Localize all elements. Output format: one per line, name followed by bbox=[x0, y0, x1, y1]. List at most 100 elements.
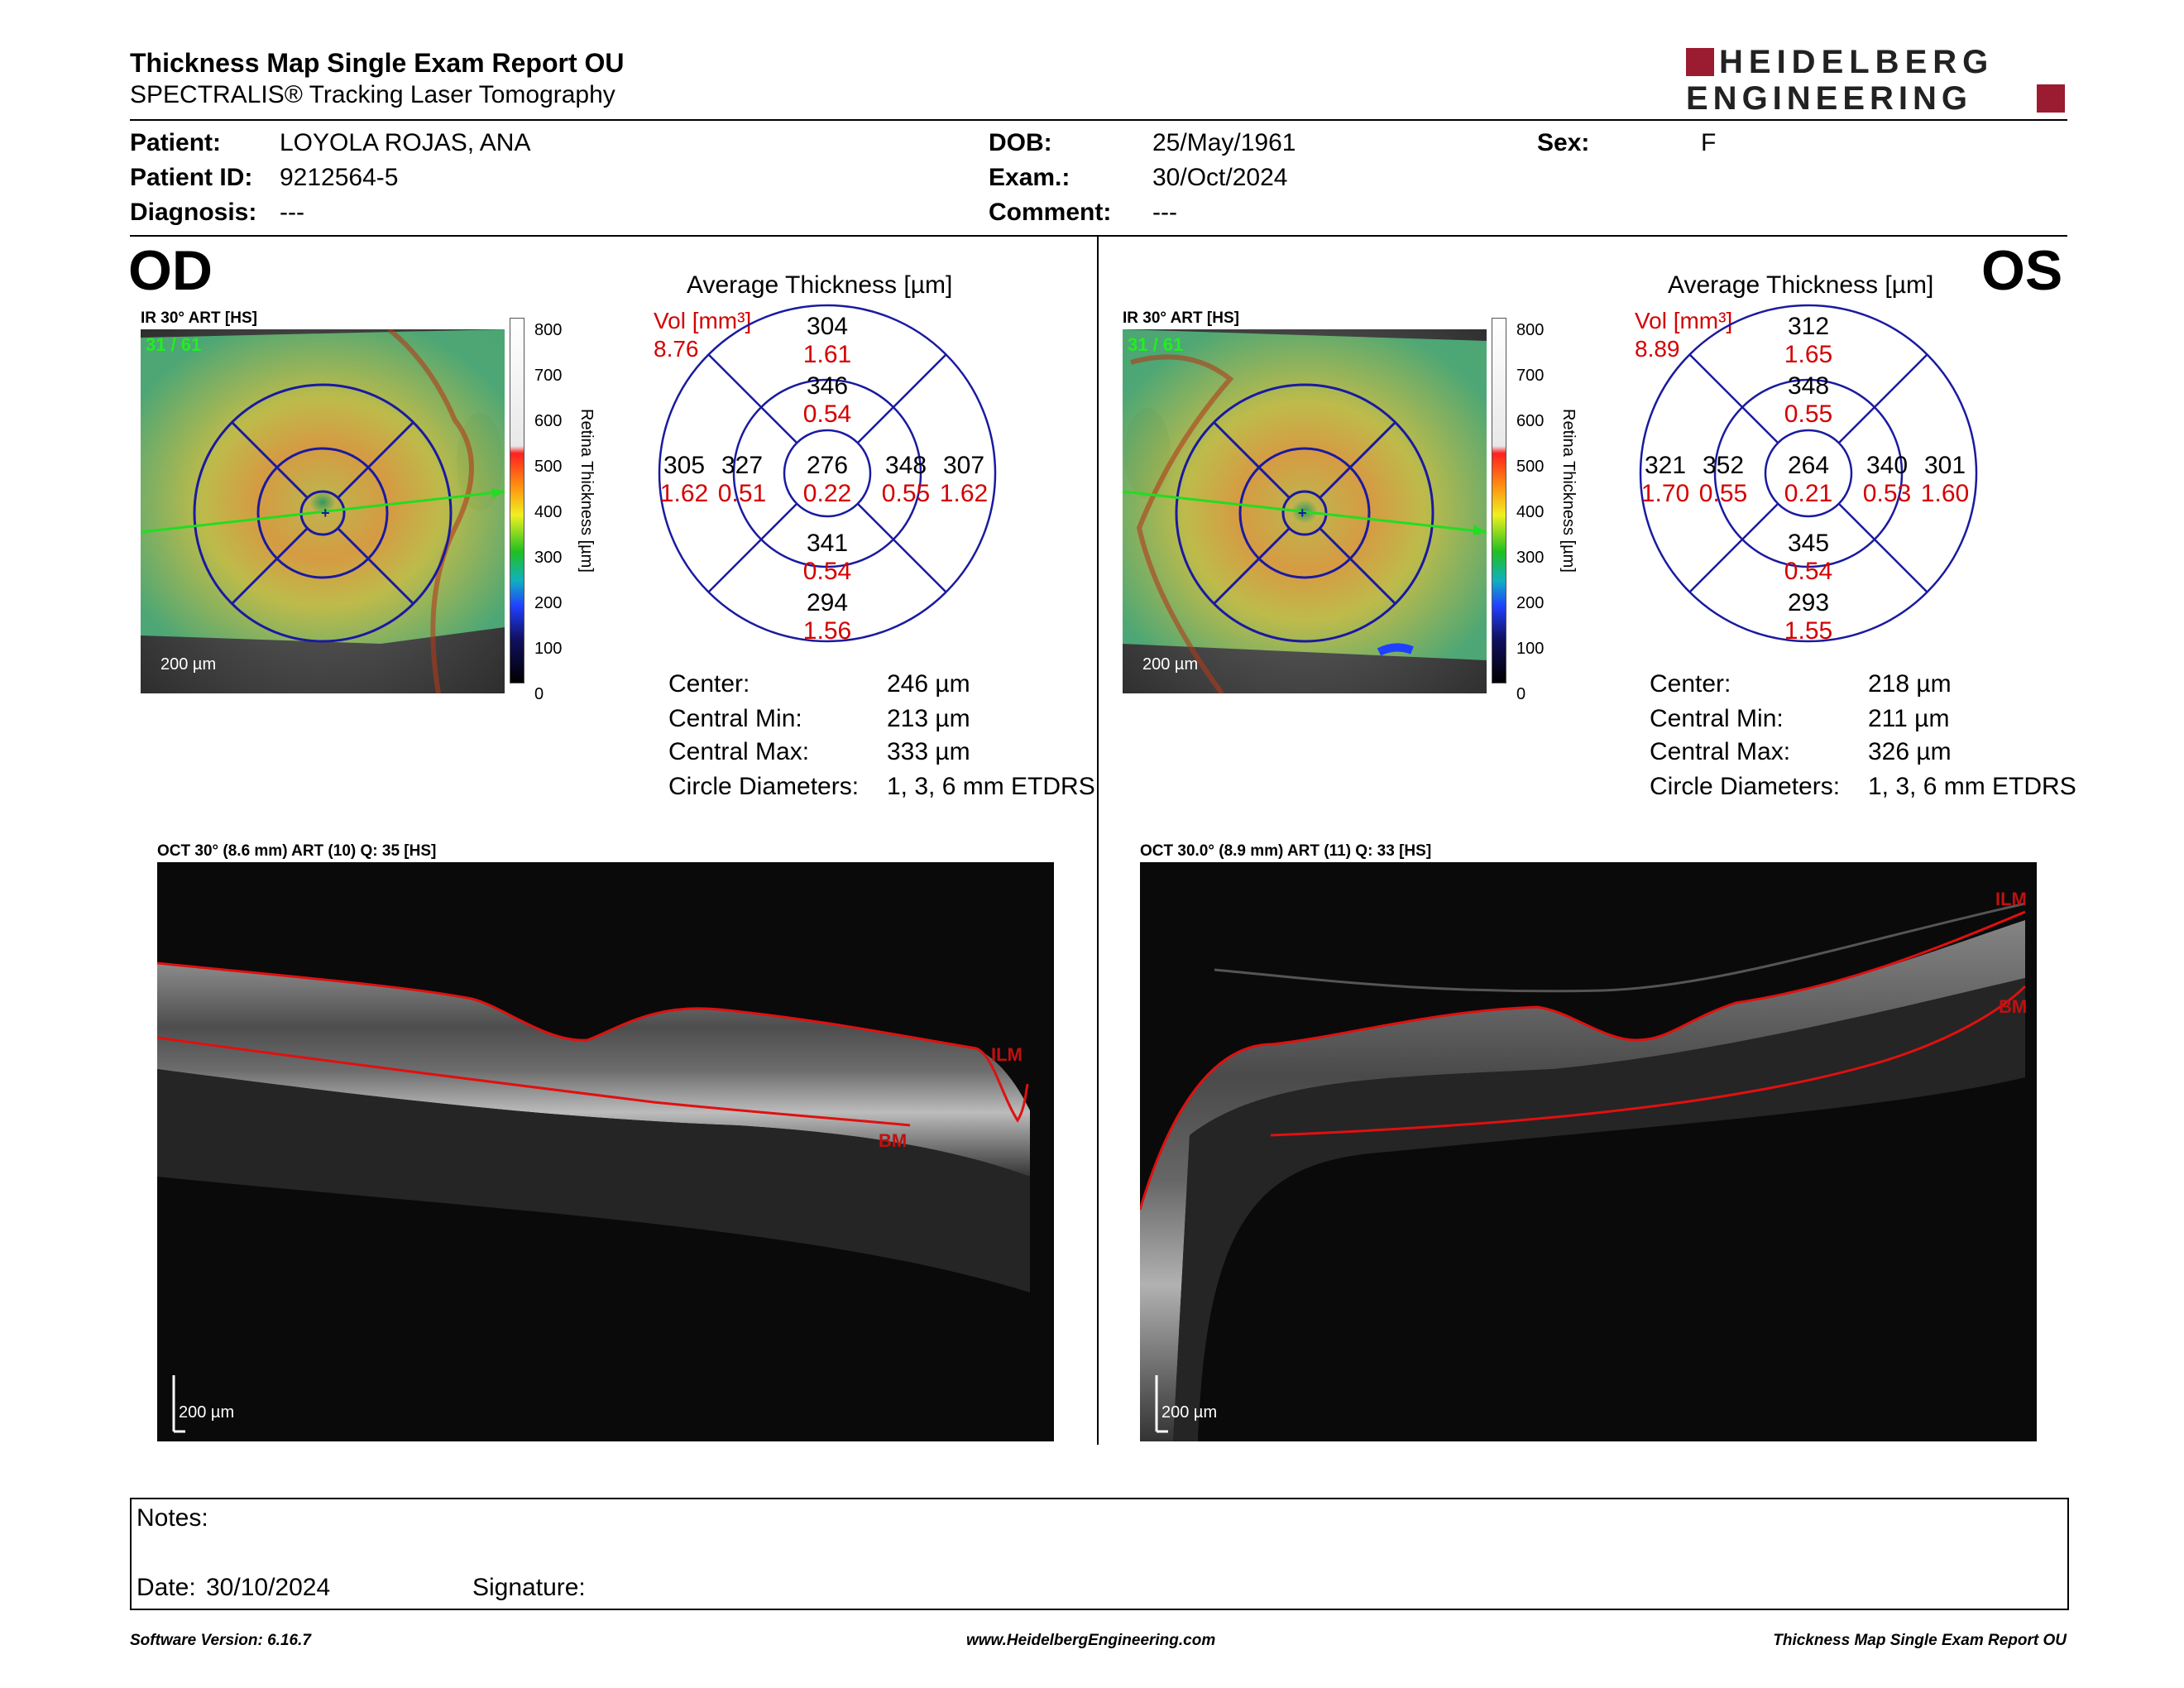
date-label: Date: bbox=[136, 1574, 196, 1601]
os-cb-tick-500: 500 bbox=[1516, 458, 1545, 476]
od-center-value: 246 µm bbox=[887, 670, 970, 698]
os-max-label: Central Max: bbox=[1650, 738, 1791, 765]
svg-text:+: + bbox=[1298, 505, 1307, 521]
brand-logo: HEIDELBERG ENGINEERING bbox=[1686, 45, 2067, 116]
os-ir-label: IR 30° ART [HS] bbox=[1123, 309, 1239, 327]
od-outer-right-thick: 307 bbox=[942, 452, 985, 479]
os-inner-left-vol: 0.55 bbox=[1698, 480, 1748, 507]
os-inner-left-thick: 352 bbox=[1702, 452, 1745, 479]
od-colorbar-label: Retina Thickness [µm] bbox=[577, 409, 596, 573]
sex-label: Sex: bbox=[1537, 129, 1590, 156]
os-outer-right-vol: 1.60 bbox=[1920, 480, 1970, 507]
dob-value: 25/May/1961 bbox=[1152, 129, 1296, 156]
os-outer-left-vol: 1.70 bbox=[1640, 480, 1690, 507]
od-etdrs-grid: 304 1.61 346 0.54 276 0.22 305 1.62 327 … bbox=[654, 298, 1001, 662]
os-inner-right-vol: 0.53 bbox=[1862, 480, 1912, 507]
svg-text:+: + bbox=[321, 505, 330, 521]
exam-label: Exam.: bbox=[989, 164, 1070, 191]
comment-label: Comment: bbox=[989, 199, 1112, 226]
od-max-label: Central Max: bbox=[668, 738, 810, 765]
os-ilm-label: ILM bbox=[1995, 889, 2027, 909]
od-inner-sup-thick: 346 bbox=[806, 372, 849, 400]
os-cb-tick-700: 700 bbox=[1516, 367, 1545, 385]
os-outer-inf-vol: 1.55 bbox=[1784, 617, 1833, 645]
od-inner-sup-vol: 0.54 bbox=[802, 400, 852, 428]
os-oct-bscan: ILM BM 200 µm bbox=[1138, 862, 2037, 1441]
od-vol-value: 8.76 bbox=[654, 336, 699, 362]
od-ir-image: + 31 / 61 200 µm bbox=[140, 327, 505, 694]
os-ir-scale: 200 µm bbox=[1142, 655, 1199, 674]
od-inner-right-thick: 348 bbox=[884, 452, 927, 479]
notes-label: Notes: bbox=[136, 1504, 208, 1532]
od-ir-scale: 200 µm bbox=[160, 655, 217, 674]
notes-box[interactable]: Notes: Date: 30/10/2024 Signature: bbox=[130, 1498, 2069, 1610]
os-outer-right-thick: 301 bbox=[1923, 452, 1966, 479]
sex-value: F bbox=[1701, 129, 1717, 156]
os-cb-tick-300: 300 bbox=[1516, 549, 1545, 567]
os-cb-tick-600: 600 bbox=[1516, 412, 1545, 430]
os-outer-sup-thick: 312 bbox=[1787, 313, 1830, 340]
os-bm-label: BM bbox=[1999, 996, 2028, 1017]
od-oct-label: OCT 30° (8.6 mm) ART (10) Q: 35 [HS] bbox=[157, 842, 437, 860]
os-center-label: Center: bbox=[1650, 670, 1731, 698]
os-min-value: 211 µm bbox=[1868, 705, 1950, 732]
od-outer-inf-vol: 1.56 bbox=[802, 617, 852, 645]
logo-line1: HEIDELBERG bbox=[1719, 44, 1995, 80]
od-eye-label: OD bbox=[128, 239, 213, 302]
os-cb-tick-200: 200 bbox=[1516, 594, 1545, 612]
os-colorbar-label: Retina Thickness [µm] bbox=[1559, 409, 1578, 573]
od-outer-left-thick: 305 bbox=[663, 452, 706, 479]
os-etdrs-grid: 312 1.65 348 0.55 264 0.21 321 1.70 352 … bbox=[1635, 298, 1982, 662]
od-cb-tick-500: 500 bbox=[534, 458, 563, 476]
os-frame-counter: 31 / 61 bbox=[1128, 334, 1184, 355]
os-center-value: 218 µm bbox=[1868, 670, 1952, 698]
report-subtitle: SPECTRALIS® Tracking Laser Tomography bbox=[130, 81, 615, 108]
diagnosis-value: --- bbox=[280, 199, 304, 226]
os-colorbar: 800 700 600 500 400 300 200 100 0 Retina… bbox=[1488, 318, 1579, 703]
od-inner-inf-vol: 0.54 bbox=[802, 558, 852, 585]
od-outer-left-vol: 1.62 bbox=[659, 480, 709, 507]
od-bm-label: BM bbox=[879, 1130, 908, 1151]
od-oct-scale: 200 µm bbox=[179, 1403, 235, 1422]
od-cb-tick-0: 0 bbox=[534, 685, 544, 703]
os-center-vol: 0.21 bbox=[1784, 480, 1833, 507]
od-avg-title: Average Thickness [µm] bbox=[687, 271, 953, 299]
os-cb-tick-800: 800 bbox=[1516, 321, 1545, 339]
od-vol-label: Vol [mm³] bbox=[654, 308, 752, 333]
os-min-label: Central Min: bbox=[1650, 705, 1784, 732]
od-center-label: Center: bbox=[668, 670, 750, 698]
header-divider bbox=[130, 119, 2067, 121]
logo-square-bottom bbox=[2037, 84, 2065, 113]
od-cb-tick-200: 200 bbox=[534, 594, 563, 612]
os-cb-tick-100: 100 bbox=[1516, 640, 1545, 658]
od-center-thick: 276 bbox=[806, 452, 849, 479]
patient-divider bbox=[130, 235, 2067, 237]
os-cb-tick-400: 400 bbox=[1516, 503, 1545, 521]
od-frame-counter: 31 / 61 bbox=[146, 334, 202, 355]
od-cb-tick-800: 800 bbox=[534, 321, 563, 339]
os-max-value: 326 µm bbox=[1868, 738, 1952, 765]
od-diam-label: Circle Diameters: bbox=[668, 773, 860, 800]
website-link[interactable]: www.HeidelbergEngineering.com bbox=[966, 1632, 1216, 1649]
os-inner-right-thick: 340 bbox=[1866, 452, 1909, 479]
od-diam-value: 1, 3, 6 mm ETDRS bbox=[887, 773, 1095, 800]
os-ir-image: + 31 / 61 200 µm bbox=[1122, 329, 1487, 695]
os-inner-sup-thick: 348 bbox=[1787, 372, 1830, 400]
signature-label: Signature: bbox=[472, 1574, 586, 1601]
od-min-value: 213 µm bbox=[887, 705, 970, 732]
od-outer-sup-thick: 304 bbox=[806, 313, 849, 340]
os-outer-sup-vol: 1.65 bbox=[1784, 341, 1833, 368]
os-vol-label: Vol [mm³] bbox=[1635, 308, 1733, 333]
od-inner-inf-thick: 341 bbox=[806, 530, 849, 557]
patient-label: Patient: bbox=[130, 129, 222, 156]
od-outer-sup-vol: 1.61 bbox=[802, 341, 852, 368]
od-inner-left-vol: 0.51 bbox=[717, 480, 767, 507]
logo-line2: ENGINEERING bbox=[1686, 80, 1973, 117]
diagnosis-label: Diagnosis: bbox=[130, 199, 257, 226]
patient-name: LOYOLA ROJAS, ANA bbox=[280, 129, 531, 156]
os-oct-scale: 200 µm bbox=[1161, 1403, 1218, 1422]
od-min-label: Central Min: bbox=[668, 705, 802, 732]
os-vol-value: 8.89 bbox=[1635, 336, 1680, 362]
os-inner-inf-thick: 345 bbox=[1787, 530, 1830, 557]
logo-square-top bbox=[1686, 48, 1714, 76]
